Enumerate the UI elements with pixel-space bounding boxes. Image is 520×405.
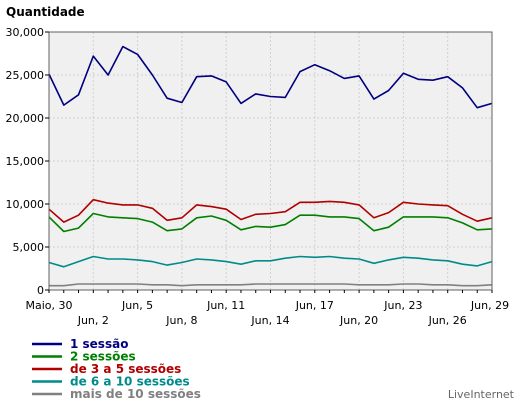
x-tick-label: Jun, 17 — [295, 299, 334, 312]
y-tick-label: 10,000 — [6, 198, 45, 211]
y-tick-label: 25,000 — [6, 69, 45, 82]
legend-label: 1 sessão — [70, 337, 128, 351]
x-tick-label: Jun, 14 — [250, 314, 289, 327]
credit-label: LiveInternet — [448, 388, 515, 401]
x-tick-label: Maio, 30 — [25, 299, 72, 312]
series-line — [48, 255, 493, 268]
series-line — [48, 45, 493, 109]
x-tick-label: Jun, 20 — [339, 314, 378, 327]
y-tick-label: 30,000 — [6, 26, 45, 39]
y-tick-label: 20,000 — [6, 112, 45, 125]
x-tick-label: Jun, 23 — [383, 299, 422, 312]
legend-label: de 3 a 5 sessões — [70, 362, 181, 376]
y-axis-title: Quantidade — [6, 5, 85, 19]
series-line — [48, 198, 493, 223]
y-tick-label: 5,000 — [13, 241, 45, 254]
series-line — [49, 283, 493, 287]
legend-label: mais de 10 sessões — [70, 387, 201, 401]
x-tick-label: Jun, 8 — [165, 314, 197, 327]
legend-label: de 6 a 10 sessões — [70, 375, 190, 389]
y-tick-label: 15,000 — [6, 155, 45, 168]
x-tick-label: Jun, 26 — [428, 314, 467, 327]
series-line — [48, 212, 493, 233]
x-tick-label: Jun, 29 — [470, 299, 509, 312]
x-tick-label: Jun, 5 — [121, 299, 153, 312]
y-tick-label: 0 — [37, 284, 44, 297]
legend-label: 2 sessões — [70, 350, 136, 364]
x-tick-label: Jun, 2 — [77, 314, 109, 327]
x-tick-label: Jun, 11 — [206, 299, 245, 312]
